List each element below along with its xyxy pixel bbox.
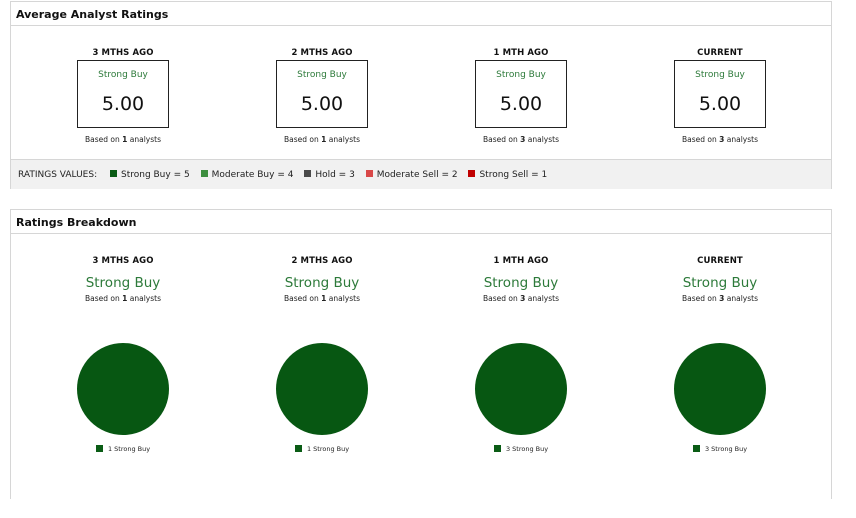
breakdown-col-2-mths-ago: 2 MTHS AGO Strong Buy Based on 1 analyst… bbox=[222, 256, 422, 453]
rating-score: 5.00 bbox=[300, 93, 344, 115]
swatch-icon bbox=[95, 445, 103, 452]
period-label: 3 MTHS AGO bbox=[92, 48, 154, 58]
analyst-count: 1 bbox=[321, 135, 327, 144]
period-label: CURRENT bbox=[697, 256, 743, 266]
rating-label: Strong Buy bbox=[98, 70, 148, 80]
avg-col-3-mths-ago: 3 MTHS AGO Strong Buy 5.00 Based on 1 an… bbox=[23, 48, 223, 144]
ratings-values-legend: RATINGS VALUES: Strong Buy = 5 Moderate … bbox=[11, 159, 831, 189]
period-label: 1 MTH AGO bbox=[493, 256, 549, 266]
swatch-icon bbox=[200, 170, 208, 177]
pie-slice-strong-buy[interactable] bbox=[276, 343, 368, 435]
period-label: 3 MTHS AGO bbox=[92, 256, 154, 266]
legend-title: RATINGS VALUES: bbox=[18, 170, 98, 180]
rating-label: Strong Buy bbox=[695, 70, 745, 80]
pie-legend: 1 Strong Buy bbox=[23, 445, 223, 453]
analyst-count: 1 bbox=[321, 294, 327, 303]
legend-item-strong-sell: Strong Sell = 1 bbox=[468, 170, 547, 180]
pie-legend: 1 Strong Buy bbox=[222, 445, 422, 453]
average-ratings-panel: Average Analyst Ratings 3 MTHS AGO Stron… bbox=[10, 1, 832, 189]
swatch-icon bbox=[468, 170, 476, 177]
based-on-text: Based on 3 analysts bbox=[483, 294, 559, 303]
analyst-count: 1 bbox=[122, 135, 128, 144]
swatch-icon bbox=[692, 445, 700, 452]
pie-chart[interactable] bbox=[475, 343, 567, 435]
rating-box: Strong Buy 5.00 bbox=[674, 60, 766, 128]
analyst-count: 3 bbox=[719, 294, 725, 303]
period-label: 1 MTH AGO bbox=[493, 48, 549, 58]
period-label: 2 MTHS AGO bbox=[291, 48, 353, 58]
based-on-text: Based on 3 analysts bbox=[483, 135, 559, 144]
breakdown-col-current: CURRENT Strong Buy Based on 3 analysts 3… bbox=[620, 256, 820, 453]
rating-label: Strong Buy bbox=[483, 275, 559, 291]
rating-box: Strong Buy 5.00 bbox=[276, 60, 368, 128]
pie-chart[interactable] bbox=[276, 343, 368, 435]
pie-chart[interactable] bbox=[674, 343, 766, 435]
rating-label: Strong Buy bbox=[284, 275, 360, 291]
based-on-text: Based on 3 analysts bbox=[682, 294, 758, 303]
breakdown-col-1-mth-ago: 1 MTH AGO Strong Buy Based on 3 analysts… bbox=[421, 256, 621, 453]
rating-label: Strong Buy bbox=[297, 70, 347, 80]
based-on-text: Based on 3 analysts bbox=[682, 135, 758, 144]
legend-item-moderate-sell: Moderate Sell = 2 bbox=[365, 170, 458, 180]
based-on-text: Based on 1 analysts bbox=[85, 294, 161, 303]
pie-slice-strong-buy[interactable] bbox=[77, 343, 169, 435]
swatch-icon bbox=[294, 445, 302, 452]
rating-score: 5.00 bbox=[499, 93, 543, 115]
rating-label: Strong Buy bbox=[85, 275, 161, 291]
rating-label: Strong Buy bbox=[682, 275, 758, 291]
period-label: CURRENT bbox=[697, 48, 743, 58]
rating-score: 5.00 bbox=[101, 93, 145, 115]
analyst-count: 3 bbox=[520, 135, 526, 144]
ratings-breakdown-panel: Ratings Breakdown 3 MTHS AGO Strong Buy … bbox=[10, 209, 832, 499]
period-label: 2 MTHS AGO bbox=[291, 256, 353, 266]
rating-label: Strong Buy bbox=[496, 70, 546, 80]
based-on-text: Based on 1 analysts bbox=[284, 294, 360, 303]
pie-chart[interactable] bbox=[77, 343, 169, 435]
pie-slice-strong-buy[interactable] bbox=[674, 343, 766, 435]
pie-slice-strong-buy[interactable] bbox=[475, 343, 567, 435]
avg-col-current: CURRENT Strong Buy 5.00 Based on 3 analy… bbox=[620, 48, 820, 144]
analyst-count: 3 bbox=[719, 135, 725, 144]
based-on-text: Based on 1 analysts bbox=[284, 135, 360, 144]
based-on-text: Based on 1 analysts bbox=[85, 135, 161, 144]
pie-legend: 3 Strong Buy bbox=[421, 445, 621, 453]
swatch-icon bbox=[493, 445, 501, 452]
swatch-icon bbox=[304, 170, 312, 177]
analyst-count: 1 bbox=[122, 294, 128, 303]
avg-col-1-mth-ago: 1 MTH AGO Strong Buy 5.00 Based on 3 ana… bbox=[421, 48, 621, 144]
legend-item-strong-buy: Strong Buy = 5 bbox=[109, 170, 190, 180]
ratings-breakdown-title: Ratings Breakdown bbox=[11, 210, 831, 234]
rating-box: Strong Buy 5.00 bbox=[475, 60, 567, 128]
avg-col-2-mths-ago: 2 MTHS AGO Strong Buy 5.00 Based on 1 an… bbox=[222, 48, 422, 144]
legend-item-moderate-buy: Moderate Buy = 4 bbox=[200, 170, 293, 180]
rating-score: 5.00 bbox=[698, 93, 742, 115]
swatch-icon bbox=[365, 170, 373, 177]
pie-legend: 3 Strong Buy bbox=[620, 445, 820, 453]
swatch-icon bbox=[109, 170, 117, 177]
legend-item-hold: Hold = 3 bbox=[304, 170, 355, 180]
breakdown-col-3-mths-ago: 3 MTHS AGO Strong Buy Based on 1 analyst… bbox=[23, 256, 223, 453]
average-ratings-title: Average Analyst Ratings bbox=[11, 2, 831, 26]
analyst-count: 3 bbox=[520, 294, 526, 303]
rating-box: Strong Buy 5.00 bbox=[77, 60, 169, 128]
